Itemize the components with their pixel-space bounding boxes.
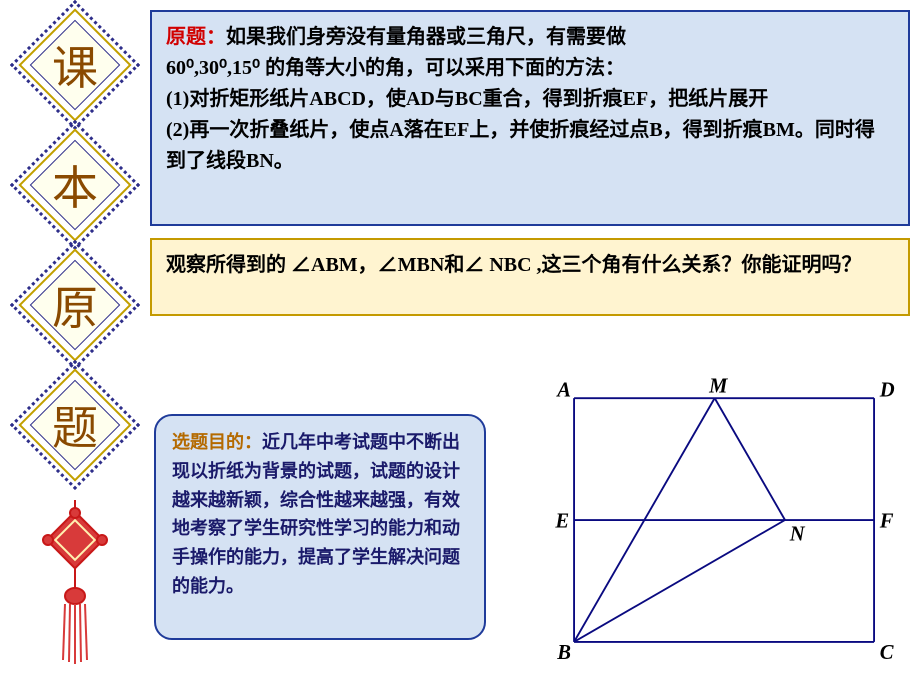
problem-label: 原题： — [166, 26, 226, 48]
point-label-A: A — [555, 379, 571, 401]
title-char-1: 课 — [52, 32, 98, 98]
title-diamond-1: 课 — [20, 10, 130, 120]
point-label-B: B — [556, 642, 571, 664]
problem-line1a: 如果我们身旁没有量角器或三角尺，有需要做 — [226, 26, 626, 48]
purpose-box: 选题目的：近几年中考试题中不断出现以折纸为背景的试题，试题的设计越来越新颖，综合… — [154, 414, 486, 640]
chinese-knot-icon — [30, 500, 120, 670]
point-label-D: D — [879, 379, 895, 401]
title-char-4: 题 — [52, 392, 98, 458]
problem-step1: (1)对折矩形纸片ABCD，使AD与BC重合，得到折痕EF，把纸片展开 — [166, 88, 768, 110]
purpose-text: 近几年中考试题中不断出现以折纸为背景的试题，试题的设计越来越新颖，综合性越来越强… — [172, 432, 460, 596]
geometry-diagram: A D B C E F M N — [510, 370, 910, 670]
problem-line1b: 的角等大小的角，可以采用下面的方法： — [260, 57, 625, 79]
point-label-C: C — [880, 642, 894, 664]
title-char-3: 原 — [52, 272, 98, 338]
point-label-E: E — [554, 511, 569, 533]
question-text: 观察所得到的 ∠ABM，∠MBN和∠ NBC ,这三个角有什么关系？你能证明吗？ — [166, 254, 862, 276]
sidebar-title: 课 本 原 题 — [10, 10, 140, 680]
title-diamond-2: 本 — [20, 130, 130, 240]
title-diamond-3: 原 — [20, 250, 130, 360]
point-label-M: M — [708, 376, 728, 398]
title-char-2: 本 — [52, 152, 98, 218]
problem-box: 原题：如果我们身旁没有量角器或三角尺，有需要做 60⁰,30⁰,15⁰ 的角等大… — [150, 10, 910, 226]
point-label-N: N — [789, 524, 806, 546]
point-label-F: F — [879, 511, 894, 533]
purpose-label: 选题目的： — [172, 432, 262, 452]
question-box: 观察所得到的 ∠ABM，∠MBN和∠ NBC ,这三个角有什么关系？你能证明吗？ — [150, 238, 910, 316]
title-diamond-4: 题 — [20, 370, 130, 480]
lower-area: 选题目的：近几年中考试题中不断出现以折纸为背景的试题，试题的设计越来越新颖，综合… — [150, 370, 910, 670]
problem-step2: (2)再一次折叠纸片，使点A落在EF上，并使折痕经过点B，得到折痕BM。同时得到… — [166, 119, 875, 172]
problem-angles: 60⁰,30⁰,15⁰ — [166, 57, 260, 79]
